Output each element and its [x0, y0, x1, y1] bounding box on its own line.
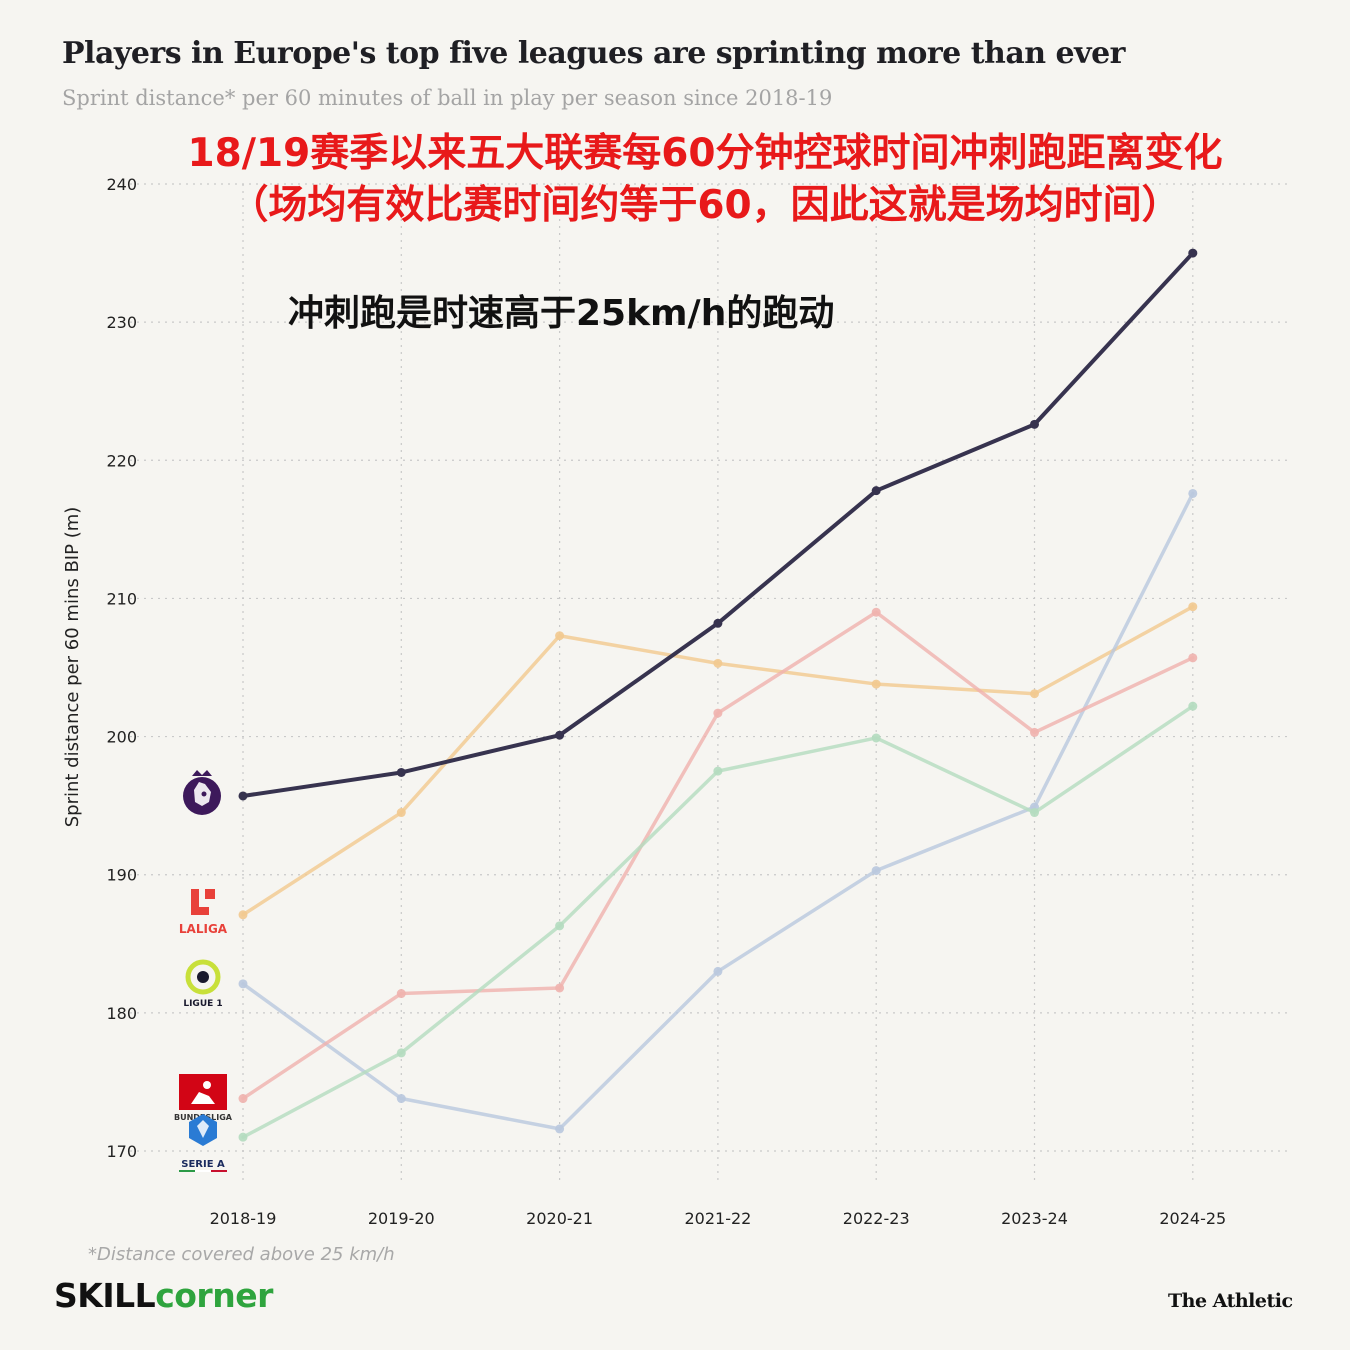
data-point [396, 767, 406, 777]
y-axis-ticks: 170 180 190 200 210 220 230 240 [106, 175, 137, 1161]
data-point [396, 808, 406, 818]
cn-annotation-title: 18/19赛季以来五大联赛每60分钟控球时间冲刺跑距离变化 （场均有效比赛时间约… [0, 128, 1350, 232]
series-serie-a [238, 701, 1198, 1142]
series-ligue-1 [238, 488, 1198, 1134]
x-tick-label: 2022-23 [843, 1209, 910, 1228]
data-point [713, 766, 723, 776]
y-tick-label: 180 [106, 1004, 137, 1023]
data-point [238, 1094, 248, 1104]
y-tick-label: 210 [106, 589, 137, 608]
ligue1-logo-text: LIGUE 1 [183, 999, 222, 1009]
series-line [241, 491, 1195, 1131]
y-axis-label: Sprint distance per 60 mins BIP (m) [62, 507, 83, 828]
laliga-logo-text: LALIGA [179, 922, 228, 936]
premier-league-logo [183, 770, 221, 815]
the-athletic-logo: The Athletic [1168, 1290, 1293, 1312]
cn-annotation-line-1: 18/19赛季以来五大联赛每60分钟控球时间冲刺跑距离变化 [187, 131, 1223, 176]
data-point [396, 1048, 406, 1058]
ligue1-logo: LIGUE 1 [183, 959, 223, 1009]
data-point [713, 658, 723, 668]
data-point [871, 486, 881, 496]
data-point [555, 730, 565, 740]
chart-subtitle: Sprint distance* per 60 minutes of ball … [62, 86, 833, 110]
data-point [1188, 248, 1198, 258]
data-point [1030, 689, 1039, 699]
data-point [1030, 419, 1039, 429]
x-tick-label: 2019-20 [368, 1209, 435, 1228]
y-tick-label: 190 [106, 866, 137, 885]
footnote: *Distance covered above 25 km/h [88, 1244, 395, 1265]
data-point [238, 910, 248, 920]
data-point [1030, 727, 1039, 737]
chart-title: Players in Europe's top five leagues are… [62, 36, 1125, 71]
data-point [555, 1124, 565, 1134]
data-point [713, 618, 723, 628]
x-tick-label: 2024-25 [1159, 1209, 1226, 1228]
data-point [1188, 602, 1198, 612]
data-point [1030, 808, 1039, 818]
y-tick-label: 220 [106, 451, 137, 470]
x-tick-label: 2021-22 [684, 1209, 751, 1228]
y-tick-label: 230 [106, 313, 137, 332]
cn-annotation-line-2: （场均有效比赛时间约等于60，因此这就是场均时间） [229, 183, 1181, 228]
data-point [555, 631, 565, 641]
skillcorner-logo-part-2: corner [155, 1276, 273, 1315]
data-point [871, 607, 881, 617]
skillcorner-logo-part-1: SKILL [54, 1276, 156, 1315]
data-point [555, 983, 565, 993]
y-tick-label: 240 [106, 175, 137, 194]
serie-a-logo-text: SERIE A [181, 1159, 225, 1170]
data-point [713, 966, 723, 976]
data-point [713, 708, 723, 718]
data-point [238, 1132, 248, 1142]
data-point [555, 921, 565, 931]
serie-a-logo: SERIE A [179, 1114, 227, 1172]
laliga-logo: LALIGA [179, 889, 228, 936]
data-point [871, 866, 881, 876]
cn-annotation-note: 冲刺跑是时速高于25km/h的跑动 [288, 293, 835, 334]
y-tick-label: 170 [106, 1142, 137, 1161]
data-point [238, 979, 248, 989]
data-point [1188, 653, 1198, 663]
x-tick-label: 2018-19 [210, 1209, 277, 1228]
y-tick-label: 200 [106, 728, 137, 747]
series-line [241, 604, 1195, 917]
x-tick-label: 2023-24 [1001, 1209, 1068, 1228]
data-point [871, 733, 881, 743]
skillcorner-logo: SKILLcorner [54, 1276, 273, 1315]
data-point [871, 679, 881, 689]
data-point [238, 791, 248, 801]
data-point [396, 989, 406, 999]
series-group [238, 248, 1198, 1142]
series-premier-league [238, 248, 1198, 801]
data-point [1188, 488, 1198, 498]
series-laliga [238, 602, 1198, 920]
x-axis-ticks: 2018-19 2019-20 2020-21 2021-22 2022-23 2023-… [210, 1209, 1227, 1228]
series-bundesliga [238, 607, 1198, 1104]
data-point [396, 1094, 406, 1104]
data-point [1188, 701, 1198, 711]
x-tick-label: 2020-21 [526, 1209, 593, 1228]
